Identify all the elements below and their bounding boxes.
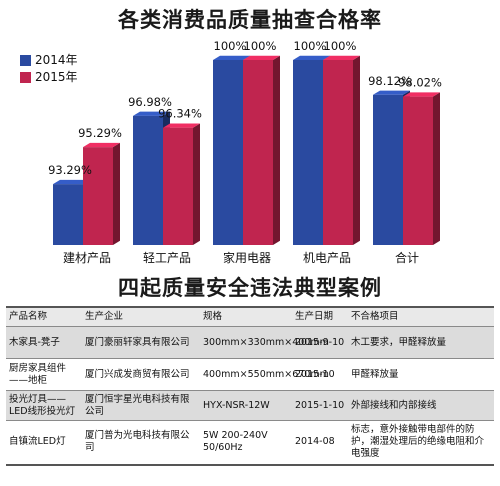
cell-date: 2015-9-10 <box>292 326 348 359</box>
table-title: 四起质量安全违法典型案例 <box>118 276 382 300</box>
table-row: 投光灯具——LED线形投光灯 厦门恒宇星光电科技有限公司 HYX-NSR-12W… <box>6 390 494 421</box>
legend: 2014年 2015年 <box>20 53 78 84</box>
value-label: 95.29% <box>78 126 122 140</box>
value-label: 100% <box>324 39 357 53</box>
cell-date: 2014-08 <box>292 420 348 466</box>
legend-swatch <box>20 72 31 83</box>
cell-product: 木家具-凳子 <box>6 326 82 359</box>
bars <box>53 55 440 246</box>
bar <box>83 142 120 245</box>
table-row: 厨房家具组件——地柜 厦门兴成发商贸有限公司 400mm×550mm×670mm… <box>6 358 494 391</box>
cell-date: 2015-10 <box>292 358 348 391</box>
value-label: 100% <box>294 39 327 53</box>
cases-table: 产品名称 生产企业 规格 生产日期 不合格项目 木家具-凳子 厦门豪丽轩家具有限… <box>6 306 494 466</box>
header-product: 产品名称 <box>6 306 82 327</box>
value-label: 100% <box>244 39 277 53</box>
header-spec: 规格 <box>200 306 292 327</box>
cell-issue: 外部接线和内部接线 <box>348 390 494 421</box>
cell-company: 厦门豪丽轩家具有限公司 <box>82 326 200 359</box>
table-row: 自镇流LED灯 厦门普为光电科技有限公司 5W 200-240V 50/60Hz… <box>6 420 494 466</box>
cell-product: 自镇流LED灯 <box>6 420 82 466</box>
cell-spec: 300mm×330mm×400mm <box>200 326 329 359</box>
value-label: 93.29% <box>48 163 92 177</box>
table-row: 木家具-凳子 厦门豪丽轩家具有限公司 300mm×330mm×400mm 201… <box>6 326 494 359</box>
legend-swatch <box>20 55 31 66</box>
bar <box>403 92 440 246</box>
bar <box>323 55 360 245</box>
cell-company: 厦门恒宇星光电科技有限公司 <box>82 390 200 421</box>
cell-product: 厨房家具组件——地柜 <box>6 358 82 391</box>
legend-label: 2014年 <box>35 53 78 67</box>
cell-spec: 5W 200-240V 50/60Hz <box>200 420 292 466</box>
value-label: 98.12% <box>368 74 412 88</box>
value-label: 96.34% <box>158 107 202 121</box>
value-label: 96.98% <box>128 95 172 109</box>
value-labels: 93.29%95.29%96.98%96.34%100%100% 100%100%… <box>48 39 442 177</box>
chart-title: 各类消费品质量抽查合格率 <box>118 8 382 32</box>
category-label: 合计 <box>395 250 419 265</box>
category-label: 机电产品 <box>303 251 351 265</box>
header-date: 生产日期 <box>292 306 348 327</box>
cell-company: 厦门兴成发商贸有限公司 <box>82 358 200 391</box>
cell-product: 投光灯具——LED线形投光灯 <box>6 390 82 421</box>
value-label: 98.02% <box>398 76 442 90</box>
table-header-row: 产品名称 生产企业 规格 生产日期 不合格项目 <box>6 306 494 327</box>
bar <box>243 55 280 245</box>
cell-spec: 400mm×550mm×670mm <box>200 358 329 391</box>
legend-label: 2015年 <box>35 70 78 84</box>
cell-issue: 木工要求，甲醛释放量 <box>348 326 494 359</box>
header-company: 生产企业 <box>82 306 200 327</box>
category-label: 家用电器 <box>223 250 271 265</box>
category-labels: 建材产品 轻工产品 家用电器 机电产品 合计 <box>63 250 419 265</box>
cell-issue: 甲醛释放量 <box>348 358 494 391</box>
category-label: 建材产品 <box>63 251 111 265</box>
cell-date: 2015-1-10 <box>292 390 348 421</box>
value-label: 100% <box>214 39 247 53</box>
cell-issue: 标志，意外接触带电部件的防护，潮湿处理后的绝缘电阻和介电强度 <box>348 420 494 466</box>
header-issue: 不合格项目 <box>348 306 494 327</box>
category-label: 轻工产品 <box>143 251 191 265</box>
cell-company: 厦门普为光电科技有限公司 <box>82 420 200 466</box>
cell-spec: HYX-NSR-12W <box>200 390 292 421</box>
bar <box>163 123 200 245</box>
